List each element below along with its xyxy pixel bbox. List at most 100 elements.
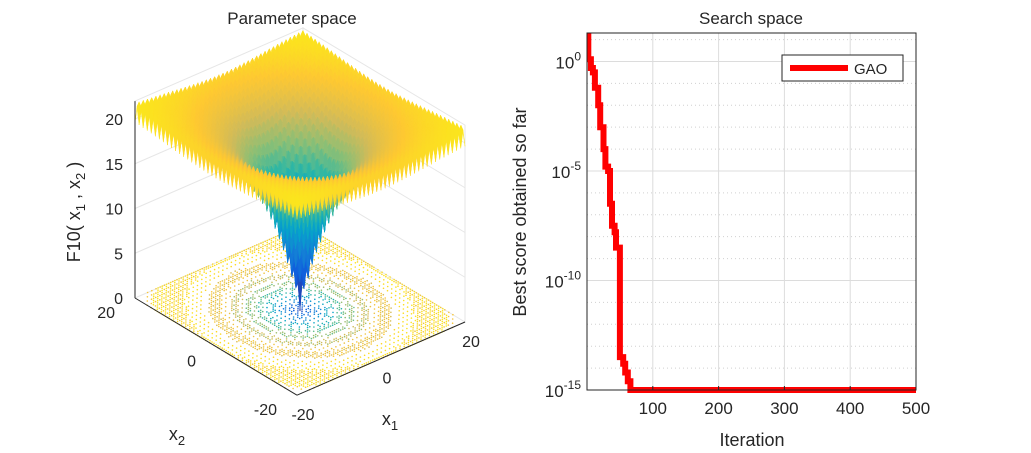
contour-point [328, 287, 331, 290]
contour-point [369, 360, 372, 362]
contour-point [298, 385, 301, 387]
contour-point [307, 322, 309, 325]
contour-point [354, 266, 357, 268]
contour-point [177, 299, 180, 301]
contour-point [431, 301, 434, 304]
contour-point [297, 310, 299, 312]
contour-point [262, 247, 264, 250]
contour-point [345, 337, 348, 339]
contour-point [235, 295, 238, 297]
contour-point [350, 257, 353, 260]
contour-point [361, 313, 363, 316]
contour-point [353, 367, 355, 370]
contour-point [173, 296, 176, 299]
contour-point [266, 348, 269, 351]
contour-point [336, 370, 338, 373]
contour-point [283, 273, 286, 276]
contour-point [157, 289, 159, 291]
contour-point [268, 253, 270, 256]
contour-point [422, 331, 425, 333]
contour-point [181, 299, 184, 302]
contour-point [294, 319, 297, 322]
contour-point [216, 324, 218, 327]
contour-point [417, 293, 420, 295]
contour-point [349, 278, 352, 281]
contour-point [232, 327, 234, 330]
contour-point [244, 284, 246, 287]
contour-point [351, 292, 354, 295]
contour-point [259, 333, 261, 335]
contour-point [399, 347, 401, 350]
contour-point [234, 335, 236, 338]
contour-point [332, 248, 334, 251]
contour-point [203, 269, 205, 271]
contour-point [301, 354, 304, 356]
contour-point [286, 262, 289, 265]
contour-point [336, 311, 338, 314]
contour-point [171, 289, 174, 291]
contour-point [242, 270, 245, 273]
contour-point [406, 306, 409, 308]
contour-point [221, 347, 223, 349]
contour-point [262, 241, 264, 243]
contour-point [295, 354, 298, 357]
contour-point [313, 309, 316, 311]
contour-point [225, 293, 227, 295]
contour-point [231, 309, 233, 312]
contour-point [266, 367, 268, 370]
contour-point [387, 316, 390, 319]
contour-point [332, 355, 335, 358]
contour-point [435, 304, 438, 306]
contour-point [272, 375, 274, 378]
contour-point [384, 341, 387, 343]
contour-point [349, 287, 352, 289]
contour-point [441, 310, 444, 312]
contour-point [286, 379, 289, 382]
contour-point [239, 257, 241, 260]
contour-point [307, 355, 310, 358]
contour-point [363, 314, 365, 317]
contour-point [256, 359, 258, 362]
contour-point [274, 309, 277, 312]
contour-point [175, 313, 177, 315]
contour-point [363, 306, 366, 309]
contour-point [321, 272, 323, 275]
contour-point [395, 347, 397, 349]
contour-point [199, 329, 201, 332]
contour-point [316, 335, 319, 337]
contour-point [310, 348, 312, 351]
contour-point [169, 305, 171, 307]
contour-point [306, 385, 309, 388]
contour-point [258, 247, 260, 250]
contour-point [273, 284, 275, 287]
contour-point [205, 266, 208, 268]
contour-point [240, 332, 243, 335]
contour-point [313, 326, 315, 328]
contour-point [238, 318, 241, 321]
contour-point [241, 252, 243, 255]
contour-point [411, 289, 414, 292]
contour-point [358, 268, 361, 271]
contour-point [303, 298, 306, 301]
contour-point [279, 277, 282, 280]
contour-point [402, 299, 405, 302]
contour-point [238, 283, 240, 286]
contour-point [380, 296, 382, 299]
contour-point [309, 300, 312, 303]
contour-point [313, 311, 316, 313]
contour-point [376, 294, 378, 297]
contour-point [402, 308, 405, 310]
contour-point [266, 365, 268, 368]
contour-point [382, 298, 384, 300]
contour-point [318, 296, 320, 299]
contour-point [176, 318, 179, 321]
contour-point [377, 314, 380, 317]
contour-point [314, 344, 317, 347]
contour-point [182, 288, 184, 291]
contour-point [270, 296, 273, 299]
contour-point [353, 365, 355, 368]
contour-point [280, 313, 283, 315]
contour-point [441, 307, 444, 310]
contour-point [339, 274, 342, 277]
contour-point [260, 361, 262, 364]
